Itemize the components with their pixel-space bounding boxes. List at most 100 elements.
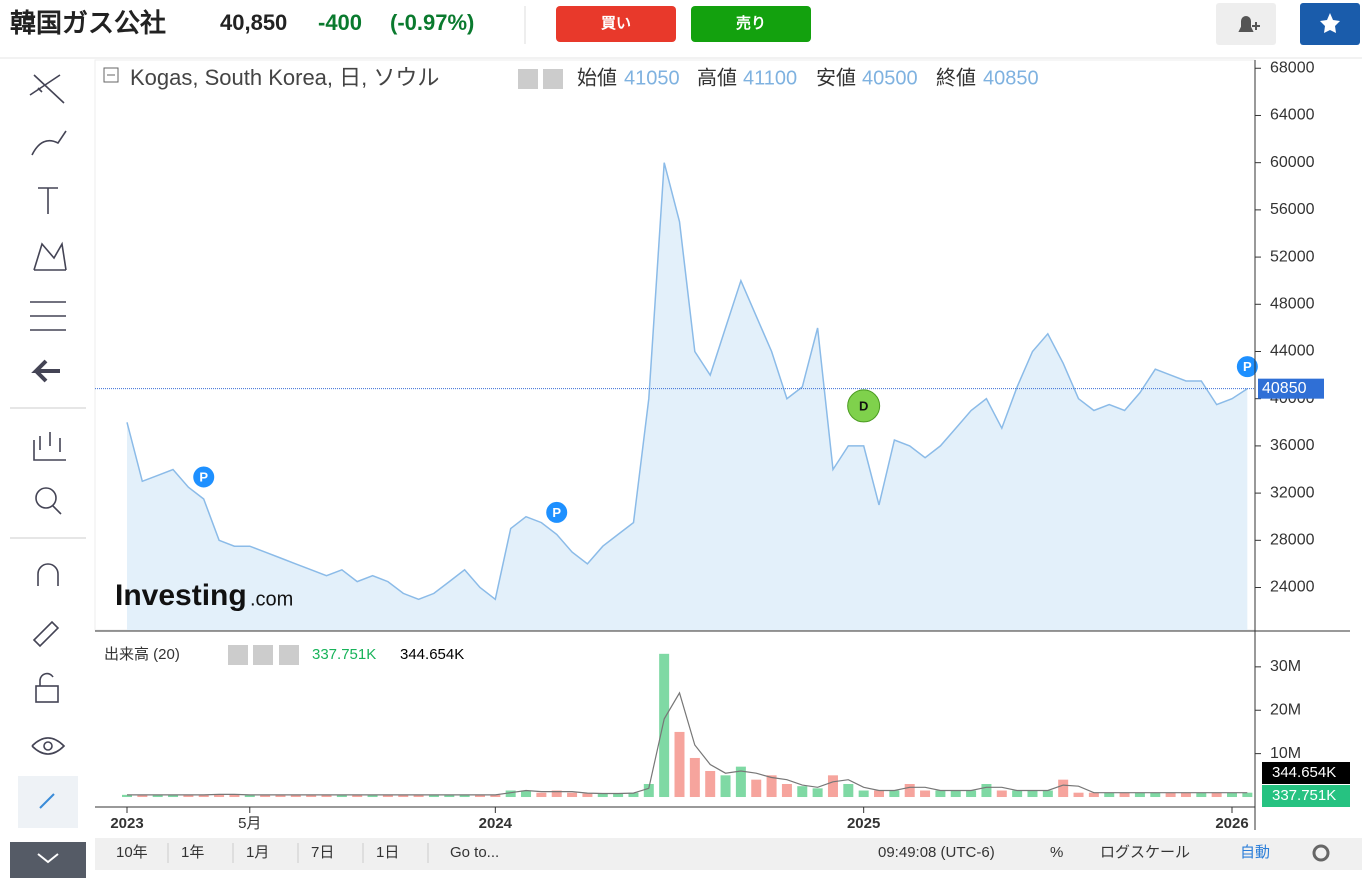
volume-bar — [613, 793, 624, 798]
bottom-items: 10年 1年 1月 7日 1日 — [116, 843, 429, 863]
volume-bar — [1196, 792, 1207, 798]
settings-icon[interactable] — [1312, 844, 1330, 862]
volume-bar — [858, 790, 869, 798]
x-tick-label: 2023 — [110, 815, 143, 832]
volume-bar — [444, 794, 455, 798]
range-button[interactable]: 10年 — [116, 844, 148, 861]
auto[interactable]: 自動 — [1240, 844, 1270, 861]
last-price-box — [1258, 378, 1324, 399]
volume-bar — [137, 794, 148, 798]
change-pct: (-0.97%) — [390, 10, 474, 35]
volume-bar — [244, 794, 255, 798]
volume-bar — [1012, 790, 1023, 798]
volume-bar — [935, 790, 946, 798]
collapse-button[interactable] — [10, 842, 86, 878]
volume-bar — [1211, 792, 1222, 798]
volume-bar — [689, 757, 700, 798]
volume-bar — [567, 792, 578, 798]
close-value: 40850 — [983, 67, 1039, 89]
volume-bar — [582, 793, 593, 798]
open-value: 41050 — [624, 67, 680, 89]
goto[interactable]: Go to... — [450, 844, 499, 861]
volume-bar — [290, 794, 301, 798]
volume-bar — [275, 794, 286, 798]
volume-bar — [474, 794, 485, 798]
y-tick-label: 24000 — [1270, 579, 1315, 596]
volume-bar — [781, 784, 792, 798]
eye-icon — [518, 69, 538, 89]
y2-tick-label: 10M — [1270, 745, 1301, 762]
tool-icons — [10, 74, 86, 755]
volume-bar — [1088, 792, 1099, 798]
volume-bar — [352, 794, 363, 798]
link-button[interactable] — [18, 776, 78, 828]
gear-icon — [543, 69, 563, 89]
volume-bar — [214, 793, 225, 798]
volume-bar — [413, 794, 424, 798]
y-tick-label: 32000 — [1270, 484, 1315, 501]
volume-bar — [428, 794, 439, 798]
price-area — [127, 162, 1248, 630]
volume-bar — [152, 794, 163, 798]
volume-bar — [168, 794, 179, 798]
volume-bar — [1165, 792, 1176, 798]
plot: 2400028000320003600040000440004800052000… — [95, 59, 1350, 832]
volume-bar — [1042, 790, 1053, 798]
high-value: 41100 — [743, 67, 797, 89]
buy-button[interactable] — [556, 6, 676, 42]
volume-bar — [981, 784, 992, 798]
volume-bar — [306, 794, 317, 798]
volume-bar — [889, 790, 900, 798]
side-toolbar — [0, 60, 88, 878]
y-tick-label: 52000 — [1270, 248, 1315, 265]
collapse-box — [103, 67, 119, 83]
y-tick-label: 68000 — [1270, 59, 1315, 76]
volume-bar — [382, 794, 393, 798]
volume-bar — [766, 775, 777, 798]
volume-value: 337.751K — [1272, 787, 1336, 804]
star-icon — [1320, 13, 1340, 33]
volume-bar — [1150, 792, 1161, 798]
volume-bar — [536, 792, 547, 798]
close-label: 終値 — [936, 66, 976, 89]
range-button[interactable]: 7日 — [311, 844, 334, 861]
sell-button[interactable] — [691, 6, 811, 42]
volume-bar — [1180, 792, 1191, 798]
event-label: P — [199, 469, 208, 484]
volume-bar — [551, 790, 562, 798]
x-tick-label: 2026 — [1215, 815, 1248, 832]
y-tick-label: 44000 — [1270, 343, 1315, 360]
volume-bar — [920, 790, 931, 798]
pct[interactable]: % — [1050, 844, 1063, 861]
price-line — [126, 162, 1248, 601]
low-value: 40500 — [862, 67, 918, 89]
volume-ma — [127, 691, 1248, 796]
volume-bar — [659, 653, 670, 798]
volume-bar — [966, 790, 977, 798]
volume-bar — [1073, 792, 1084, 798]
y-tick-label: 36000 — [1270, 437, 1315, 454]
y2-tick-label: 20M — [1270, 701, 1301, 718]
volume-bar — [122, 794, 132, 798]
change: -400 — [318, 10, 362, 35]
y2-tick-label: 30M — [1270, 658, 1301, 675]
volume-bar — [459, 794, 470, 798]
volume-bar — [797, 786, 808, 798]
log-scale[interactable]: ログスケール — [1100, 844, 1190, 861]
volume-bar — [1242, 792, 1253, 798]
vol-close — [279, 645, 299, 665]
volume-bar — [1134, 792, 1145, 798]
volume-bar — [827, 775, 838, 798]
range-button[interactable]: 1年 — [181, 844, 204, 861]
volume-bar — [843, 784, 854, 798]
volume-bar — [751, 779, 762, 798]
volume-bar — [490, 794, 501, 798]
volume-box — [1262, 785, 1350, 807]
volume-bar — [720, 775, 731, 798]
event-label: P — [552, 505, 561, 520]
y-tick-label: 28000 — [1270, 532, 1315, 549]
header-bar — [0, 0, 1362, 58]
range-button[interactable]: 1日 — [376, 844, 399, 861]
range-button[interactable]: 1月 — [246, 844, 269, 861]
